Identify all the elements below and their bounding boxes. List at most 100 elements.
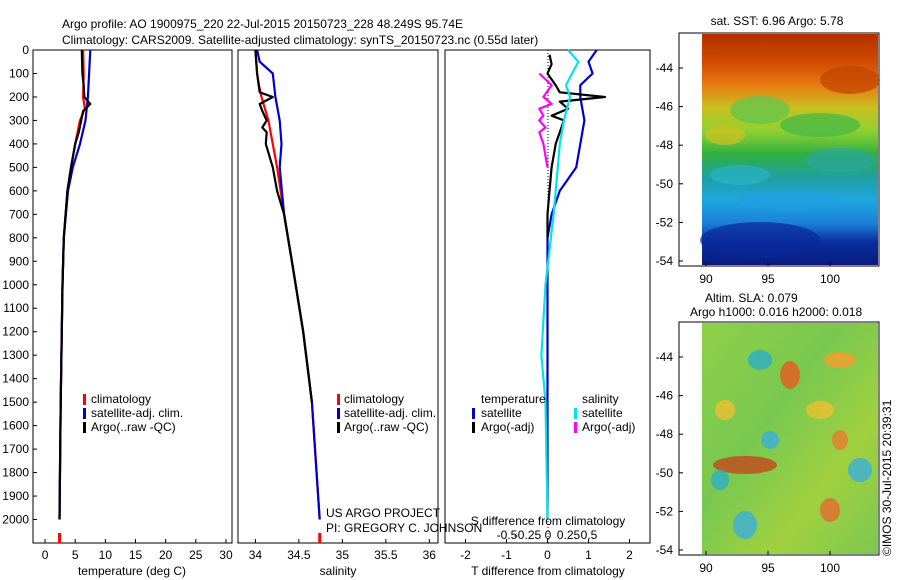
sst-texture-patch (780, 113, 860, 137)
credit-pi: PI: GREGORY C. JOHNSON (326, 521, 482, 535)
depth-tick-label: 200 (9, 90, 29, 104)
figure-title-line1: Argo profile: AO 1900975_220 22-Jul-2015… (62, 17, 463, 31)
x-tick-label: 1 (585, 548, 592, 562)
series-line-climatology (254, 49, 321, 520)
sst-map-ticks: -44 -46 -48 -50 -52 -54 90 95 100 (656, 61, 841, 286)
legend-swatch-s-argo (574, 422, 577, 433)
map-y-tick-label: -48 (656, 138, 674, 152)
legend-label-satellite-clim: satellite-adj. clim. (344, 406, 436, 420)
map-x-tick-label: 100 (820, 272, 840, 286)
sla-texture-patch (848, 458, 872, 482)
salinity-x-axis: 34 34.5 35 35.5 36 (249, 539, 437, 562)
sla-map-ticks: -44 -46 -48 -50 -52 -54 90 95 100 (656, 350, 841, 575)
map-y-tick-label: -48 (656, 427, 674, 441)
top-tick-label: -0.25 (514, 528, 542, 542)
legend-label-t-argo: Argo(-adj) (481, 420, 534, 434)
climatology-end-marker (58, 533, 62, 543)
depth-tick-label: 2000 (2, 513, 29, 527)
x-tick-label: 5 (72, 548, 79, 562)
salinity-series (254, 49, 322, 543)
climatology-end-marker (318, 533, 322, 543)
depth-tick-label: 1100 (3, 301, 29, 315)
temperature-legend: climatology satellite-adj. clim. Argo(..… (83, 392, 183, 434)
top-tick-label: 0 (545, 528, 552, 542)
s-difference-x-axis: -0.5-0.25 0 0.25 0.5 (497, 528, 598, 542)
salinity-legend: climatology satellite-adj. clim. Argo(..… (337, 392, 436, 434)
salinity-axes (237, 49, 439, 544)
map-y-tick-label: -46 (656, 389, 674, 403)
depth-tick-label: 900 (9, 254, 29, 268)
x-tick-label: 34 (249, 548, 263, 562)
sst-map-texture (700, 66, 880, 258)
map-y-tick-label: -44 (656, 61, 674, 75)
legend-label-argo: Argo(..raw -QC) (91, 420, 176, 434)
legend-label-argo: Argo(..raw -QC) (344, 420, 429, 434)
x-tick-label: 36 (423, 548, 437, 562)
x-tick-label: 34.5 (287, 548, 311, 562)
top-tick-label: -0.5 (497, 528, 518, 542)
t-difference-xlabel: T difference from climatology (471, 564, 625, 578)
x-tick-label: 0 (544, 548, 551, 562)
temperature-panel: 0100200300400500600700800900100011001200… (2, 43, 233, 578)
sla-texture-patch (824, 352, 856, 368)
legend-label-s-argo: Argo(-adj) (582, 420, 635, 434)
x-tick-label: -2 (460, 548, 471, 562)
salinity-xlabel: salinity (320, 564, 357, 578)
sla-texture-patch (780, 361, 800, 389)
sla-texture-patch (832, 430, 848, 450)
map-y-tick-label: -46 (656, 100, 674, 114)
series-line-argo-adj- (538, 72, 553, 168)
top-tick-label: 0.25 (557, 528, 581, 542)
sst-texture-patch (820, 66, 880, 94)
x-tick-label: 30 (219, 548, 233, 562)
depth-axis: 0 100 200 300 400 500 600 700 800 900 1000 1100 1200… (2, 43, 37, 527)
depth-tick-label: 1800 (2, 466, 29, 480)
sst-map-axes (678, 32, 880, 267)
depth-tick-label: 100 (9, 66, 29, 80)
series-line-satellite-adj-clim- (58, 49, 92, 520)
map-x-tick-label: 90 (699, 561, 713, 575)
map-x-tick-label: 95 (761, 561, 775, 575)
sla-map-panel: Altim. SLA: 0.079 Argo h1000: 0.016 h200… (656, 291, 880, 575)
map-y-tick-label: -54 (656, 543, 674, 557)
depth-tick-label: 1300 (2, 348, 29, 362)
legend-label-s-satellite: satellite (582, 406, 623, 420)
legend-label-satellite-clim: satellite-adj. clim. (91, 406, 183, 420)
depth-tick-label: 700 (9, 207, 29, 221)
sst-map-panel: sat. SST: 6.96 Argo: 5.78 -44 -46 -48 -50 -5… (656, 14, 880, 286)
depth-tick-label: 800 (9, 231, 29, 245)
imos-credit: ©IMOS 30-Jul-2015 20:39:31 (880, 399, 894, 556)
t-difference-x-axis: -2 -1 0 1 2 (460, 539, 633, 562)
legend-group-temperature: temperature (481, 392, 546, 406)
series-line-satellite (540, 49, 580, 520)
sla-map-subtitle: Argo h1000: 0.016 h2000: 0.018 (690, 305, 862, 319)
depth-tick-label: 1600 (2, 419, 29, 433)
figure-title-line2: Climatology: CARS2009. Satellite-adjuste… (62, 33, 538, 47)
legend-label-t-satellite: satellite (481, 406, 522, 420)
x-tick-label: 35 (336, 548, 350, 562)
legend-label-climatology: climatology (344, 392, 404, 406)
depth-tick-label: 1200 (2, 325, 29, 339)
x-tick-label: 0 (42, 548, 49, 562)
x-tick-label: 15 (129, 548, 143, 562)
difference-panel: -2 -1 0 1 2 -0.5-0.25 0 0.25 0.5 S difference f… (444, 49, 651, 578)
legend-swatch-climatology (83, 394, 86, 405)
depth-tick-label: 500 (9, 160, 29, 174)
sla-texture-patch (711, 470, 729, 490)
map-x-tick-label: 95 (761, 272, 775, 286)
map-x-tick-label: 100 (820, 561, 840, 575)
difference-series (538, 49, 607, 520)
sla-texture-patch (820, 498, 840, 522)
depth-tick-label: 1400 (2, 372, 29, 386)
sla-texture-patch (713, 456, 777, 474)
sst-texture-patch (700, 222, 820, 258)
difference-legend: temperature salinity satellite Argo(-adj… (472, 392, 635, 434)
map-x-tick-label: 90 (699, 272, 713, 286)
sst-texture-patch (710, 165, 770, 185)
depth-tick-label: 1700 (2, 442, 29, 456)
map-y-tick-label: -50 (656, 466, 674, 480)
temperature-xlabel: temperature (deg C) (78, 564, 186, 578)
legend-label-climatology: climatology (91, 392, 151, 406)
x-tick-label: -1 (501, 548, 512, 562)
top-tick-label: 0.5 (581, 528, 598, 542)
